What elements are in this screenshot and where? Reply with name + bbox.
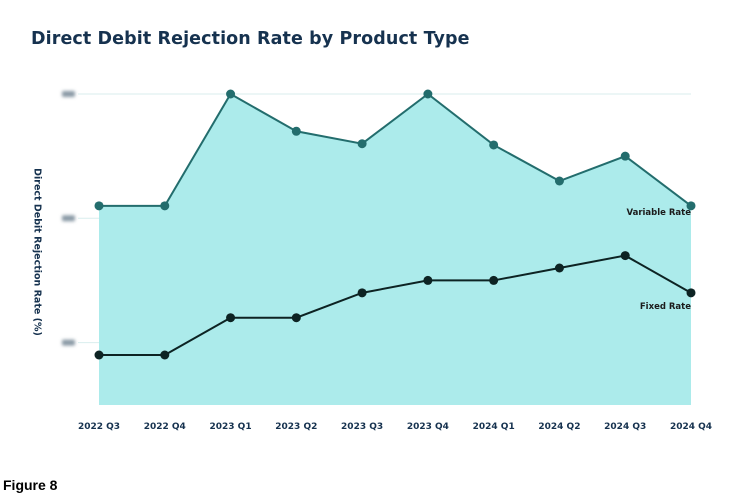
variable-rate-point: [226, 89, 236, 99]
variable-rate-point: [686, 201, 696, 211]
fixed-rate-point: [620, 251, 630, 261]
x-tick-label: 2023 Q4: [407, 422, 449, 432]
variable-rate-area: [99, 94, 691, 405]
variable-rate-line: [99, 92, 692, 207]
x-tick-label: 2023 Q3: [341, 422, 383, 432]
variable-rate-point: [489, 140, 499, 150]
variable-rate-point: [160, 201, 170, 211]
variable-rate-point: [291, 126, 301, 136]
x-tick-label: 2024 Q1: [473, 422, 515, 432]
variable-rate-point: [554, 176, 564, 186]
series-label-fixed-rate: Fixed Rate: [640, 302, 691, 312]
variable-rate-point: [94, 201, 104, 211]
fixed-rate-point: [94, 350, 104, 360]
x-tick-label: 2023 Q2: [275, 422, 317, 432]
variable-rate-point: [357, 139, 367, 149]
figure-label: Figure 8: [3, 477, 58, 493]
fixed-rate-point: [357, 288, 367, 298]
fixed-rate-point: [489, 275, 499, 285]
chart-title: Direct Debit Rejection Rate by Product T…: [31, 29, 470, 49]
series-label-variable-rate: Variable Rate: [626, 208, 691, 218]
y-tick-label-obscured: [62, 91, 75, 97]
y-tick-label-obscured: [62, 339, 75, 346]
fixed-rate-point: [226, 313, 236, 323]
fixed-rate-line: [99, 254, 692, 356]
x-tick-label: 2022 Q3: [78, 422, 120, 432]
fixed-rate-point: [291, 313, 301, 323]
fixed-rate-point: [554, 263, 564, 273]
x-tick-label: 2024 Q4: [670, 422, 712, 432]
variable-rate-point: [423, 89, 433, 99]
x-tick-label: 2024 Q3: [604, 422, 646, 432]
fixed-rate-point: [160, 350, 170, 360]
variable-rate-point: [620, 151, 630, 161]
fixed-rate-point: [423, 275, 433, 285]
x-tick-label: 2023 Q1: [210, 422, 252, 432]
x-tick-label: 2024 Q2: [538, 422, 580, 432]
x-tick-label: 2022 Q4: [144, 422, 186, 432]
fixed-rate-point: [686, 288, 696, 298]
y-tick-label-obscured: [62, 215, 75, 222]
